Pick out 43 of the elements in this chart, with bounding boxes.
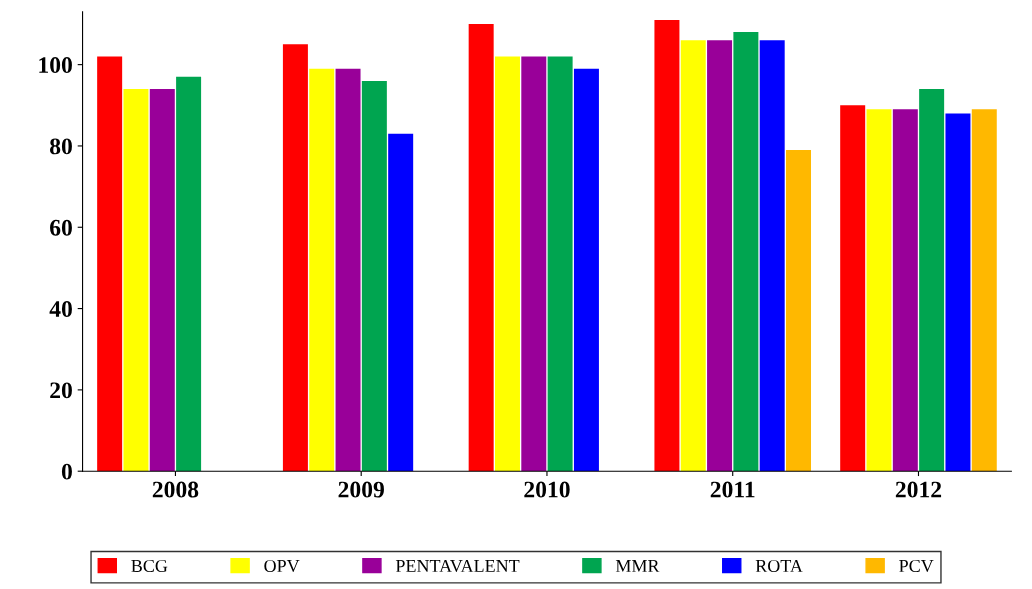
legend-label: MMR: [615, 560, 660, 572]
bar: [176, 76, 202, 472]
x-tick-label: 2012: [895, 481, 942, 498]
y-tick-label: 0: [61, 463, 72, 480]
y-tick-label: 60: [50, 219, 72, 236]
x-tick-label: 2008: [152, 481, 199, 498]
y-tick-label: 80: [50, 138, 72, 155]
y-tick-label: 40: [49, 301, 72, 317]
legend-label: ROTA: [755, 559, 803, 573]
y-tick-label: 20: [50, 382, 72, 399]
legend-label: PCV: [899, 559, 934, 573]
x-tick-label: 2009: [338, 481, 384, 498]
legend-label: BCG: [131, 559, 168, 573]
x-tick-label: 2011: [710, 481, 755, 498]
bar: [707, 40, 733, 472]
bar: [335, 68, 361, 472]
bar: [654, 19, 680, 472]
bar: [759, 40, 785, 472]
bar: [309, 68, 335, 472]
bar: [521, 56, 547, 472]
bar: [361, 80, 387, 472]
legend-label: OPV: [264, 559, 300, 573]
bar: [866, 109, 892, 472]
bar: [547, 56, 573, 472]
x-tick-label: 2010: [524, 481, 570, 498]
bar: [282, 44, 308, 472]
bar: [945, 113, 971, 472]
bar: [494, 56, 520, 472]
bar: [149, 89, 175, 472]
y-tick-label: 100: [39, 57, 72, 74]
bar: [123, 89, 149, 472]
bar: [892, 109, 918, 472]
bar: [840, 105, 866, 472]
bar: [468, 23, 494, 472]
bar: [971, 109, 997, 472]
legend-label: PENTAVALENT: [395, 559, 520, 573]
bar: [573, 68, 599, 472]
bar: [97, 56, 123, 472]
bar: [919, 89, 945, 472]
bar: [733, 32, 759, 472]
bar: [786, 150, 812, 472]
bar: [388, 133, 414, 472]
bar: [680, 40, 706, 472]
